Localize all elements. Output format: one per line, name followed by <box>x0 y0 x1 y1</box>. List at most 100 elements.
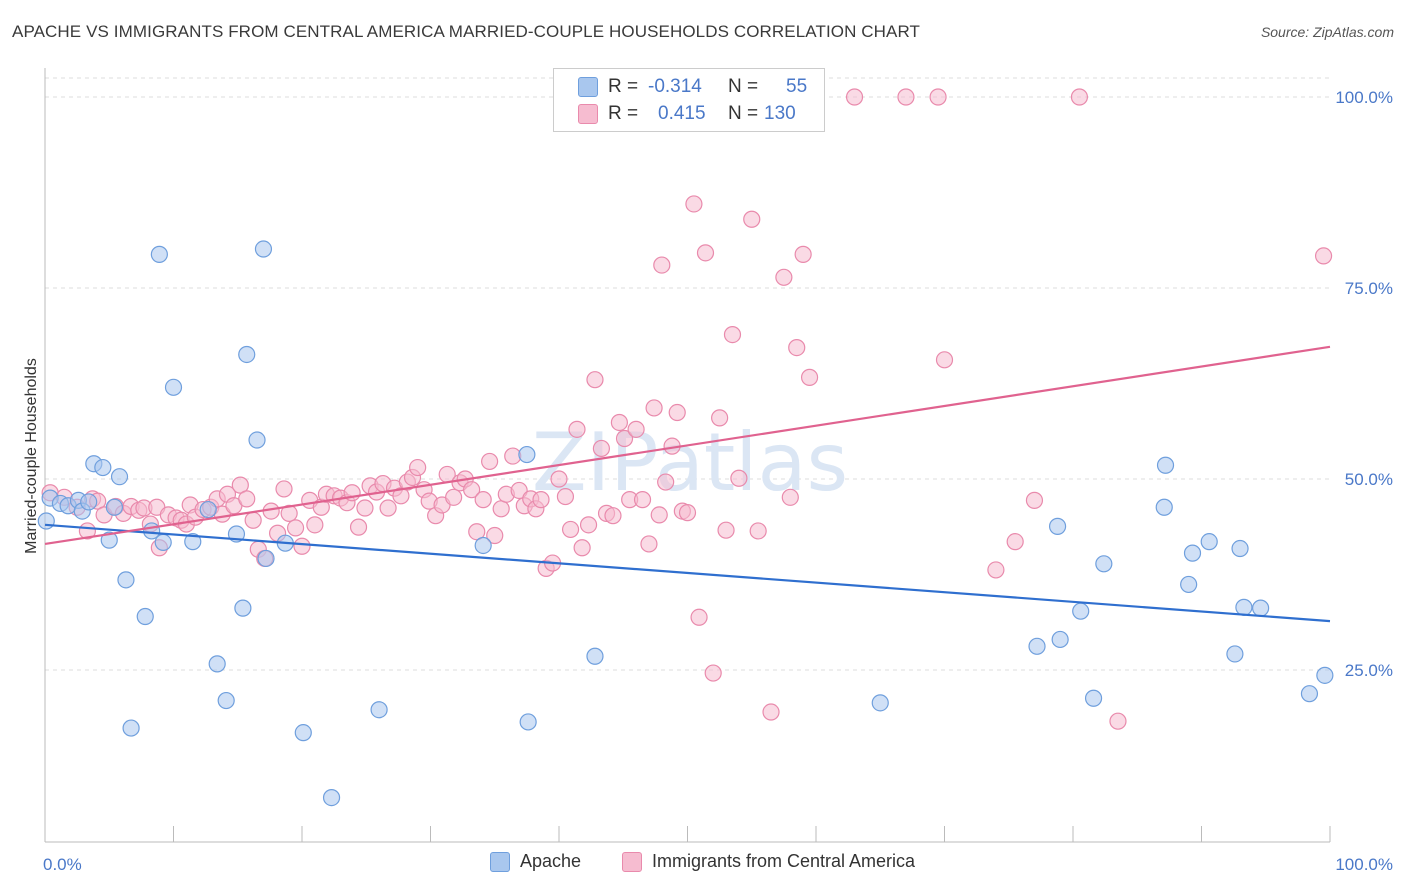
legend-label: Apache <box>520 851 582 871</box>
central-america-point <box>579 516 598 534</box>
central-america-point <box>556 487 575 506</box>
apache-point <box>150 245 168 263</box>
central-america-point <box>1006 533 1024 551</box>
apache-point <box>1316 666 1334 684</box>
central-america-point <box>356 499 374 517</box>
apache-point <box>1183 544 1202 562</box>
central-america-point <box>573 539 591 557</box>
apache-point <box>322 788 341 807</box>
apache-point <box>519 713 537 731</box>
apache-point <box>94 458 112 477</box>
central-america-point <box>743 210 761 228</box>
apache-point <box>1095 555 1113 573</box>
apache-point <box>105 498 123 516</box>
central-america-point <box>615 429 634 448</box>
central-america-point <box>532 491 550 509</box>
central-america-point <box>627 420 645 438</box>
apache-point <box>248 431 266 449</box>
central-america-swatch <box>578 104 598 124</box>
apache-point <box>254 240 273 258</box>
apache-point <box>871 694 889 712</box>
central-america-point <box>690 608 708 626</box>
apache-point <box>1226 645 1244 663</box>
y-tick-label: 75.0% <box>1345 279 1393 298</box>
central-america-point <box>633 491 652 509</box>
apache-point <box>238 345 256 364</box>
blue-series-points <box>37 240 1334 807</box>
central-america-point <box>445 488 463 506</box>
legend-item-central-america: Immigrants from Central America <box>622 851 915 872</box>
central-america-point <box>568 420 586 438</box>
y-axis-label: Married-couple Households <box>23 358 40 554</box>
apache-point <box>1028 637 1046 655</box>
apache-point <box>474 536 492 555</box>
central-america-point <box>723 326 742 344</box>
central-america-point <box>275 480 293 498</box>
central-america-point <box>561 520 580 539</box>
central-america-point <box>1025 491 1044 509</box>
apache-point <box>80 493 98 511</box>
y-tick-label: 50.0% <box>1345 470 1393 489</box>
apache-point <box>257 549 275 568</box>
apache-trend-line <box>44 523 1331 623</box>
apache-point <box>199 500 217 519</box>
apache-point <box>117 571 135 589</box>
central-america-point <box>592 439 611 458</box>
r-label: R = <box>608 103 639 124</box>
central-america-point <box>897 88 915 106</box>
central-america-point <box>730 469 748 487</box>
central-america-point <box>685 195 703 213</box>
apache-point <box>370 701 388 719</box>
central-america-point <box>653 256 671 274</box>
central-america-point <box>775 268 793 286</box>
central-america-point <box>645 399 663 417</box>
apache-point <box>1051 630 1069 649</box>
central-america-point <box>717 521 735 539</box>
central-america-point <box>481 452 499 471</box>
central-america-point <box>550 470 568 488</box>
apache-point <box>184 533 202 551</box>
apache-point <box>122 719 140 737</box>
central-america-point <box>610 413 628 432</box>
central-america-point <box>486 526 504 545</box>
central-america-point <box>392 487 410 505</box>
central-america-point <box>604 507 622 525</box>
pink-series-points <box>41 88 1333 730</box>
apache-point <box>154 533 172 552</box>
axes <box>44 68 1331 843</box>
apache-point <box>1180 575 1198 594</box>
apache-point <box>1084 689 1103 707</box>
central-america-point <box>845 88 864 106</box>
y-tick-label: 25.0% <box>1345 661 1393 680</box>
apache-swatch <box>578 77 598 97</box>
tick-labels: 100.0% 75.0% 50.0% 25.0% 0.0% 100.0% <box>43 88 1393 874</box>
apache-point <box>110 468 129 486</box>
apache-point <box>518 445 536 464</box>
apache-point <box>1156 456 1175 474</box>
n-label: N = <box>728 76 759 97</box>
central-america-point <box>468 523 486 541</box>
central-america-point <box>987 561 1005 579</box>
correlation-legend: R = -0.314 N = 55 R = 0.415 N = 130 <box>553 68 825 132</box>
apache-point <box>100 531 118 549</box>
x-tick-label: 0.0% <box>43 855 82 874</box>
central-america-point <box>286 519 305 537</box>
series-legend: Apache Immigrants from Central America <box>0 851 1406 877</box>
apache-point <box>1300 685 1319 703</box>
central-america-point <box>349 518 368 536</box>
central-america-point <box>244 511 262 529</box>
apache-point <box>1048 517 1067 535</box>
r-value: -0.314 <box>648 76 702 97</box>
apache-point <box>136 607 154 626</box>
central-america-point <box>1314 247 1333 265</box>
apache-point <box>294 724 312 742</box>
central-america-point <box>929 88 947 106</box>
central-america-point <box>749 522 767 540</box>
n-value: 130 <box>764 103 796 124</box>
trend-lines <box>44 345 1331 623</box>
central-america-point <box>586 371 604 389</box>
apache-point <box>164 378 183 396</box>
r-value: 0.415 <box>658 103 706 124</box>
central-america-point <box>504 447 522 465</box>
